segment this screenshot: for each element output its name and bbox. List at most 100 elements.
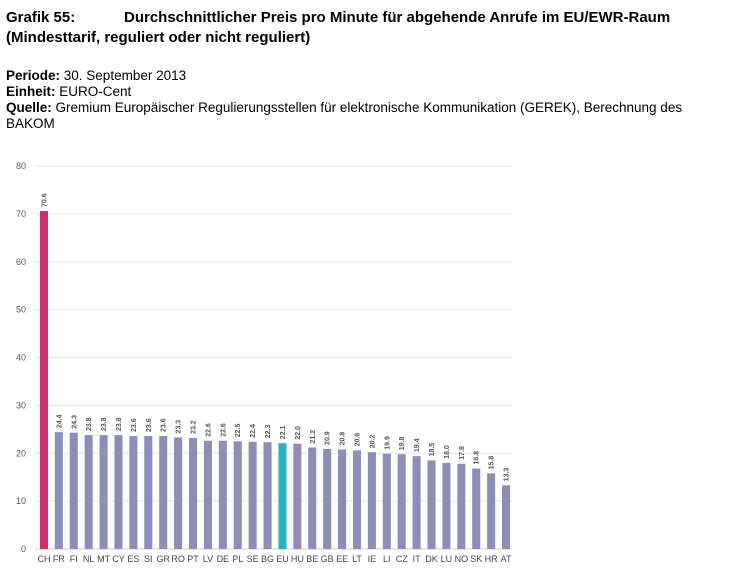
bar-si: [144, 436, 153, 549]
x-tick-label-pl: PL: [232, 554, 243, 564]
bar-ro: [174, 437, 183, 549]
y-tick-label: 0: [21, 544, 26, 554]
data-label-fr: 24.4: [56, 414, 63, 428]
data-label-se: 22.4: [250, 424, 257, 438]
source-row: Quelle: Gremium Europäischer Regulierung…: [6, 100, 724, 132]
x-tick-label-fr: FR: [53, 554, 65, 564]
bar-ie: [367, 452, 376, 549]
data-label-hu: 22.0: [295, 426, 302, 440]
data-label-si: 23.6: [146, 418, 153, 432]
data-label-es: 23.6: [131, 418, 138, 432]
data-label-pt: 23.2: [191, 420, 198, 434]
x-tick-label-nl: NL: [83, 554, 95, 564]
x-tick-label-eu: EU: [276, 554, 289, 564]
data-label-ee: 20.8: [340, 432, 347, 446]
chart-title-block: Grafik 55: Durchschnittlicher Preis pro M…: [6, 8, 724, 48]
period-label: Periode:: [6, 68, 61, 83]
y-tick-label: 80: [16, 161, 26, 171]
period-row: Periode: 30. September 2013: [6, 68, 724, 84]
data-label-gr: 23.6: [161, 418, 168, 432]
data-label-cy: 23.8: [116, 417, 123, 431]
x-tick-label-be: BE: [306, 554, 318, 564]
x-tick-label-es: ES: [127, 554, 139, 564]
data-label-ro: 23.3: [176, 420, 183, 434]
bar-pt: [188, 437, 198, 549]
bar-hr: [487, 473, 496, 549]
y-tick-label: 50: [16, 305, 26, 315]
data-label-bg: 22.3: [265, 425, 272, 439]
data-label-fi: 24.3: [71, 415, 78, 429]
bar-pl: [233, 441, 242, 549]
bar-ch: [39, 211, 48, 549]
bar-lv: [203, 440, 212, 549]
x-tick-label-de: DE: [217, 554, 230, 564]
y-tick-label: 30: [16, 400, 26, 410]
figure-subtitle: (Mindesttarif, reguliert oder nicht regu…: [6, 29, 311, 46]
y-tick-label: 70: [16, 209, 26, 219]
bar-cz: [397, 454, 406, 549]
bar-at: [502, 485, 511, 549]
data-label-eu: 22.1: [280, 425, 287, 439]
data-label-sk: 16.8: [474, 451, 481, 465]
data-label-it: 19.4: [414, 438, 421, 452]
x-tick-label-bg: BG: [261, 554, 274, 564]
x-tick-label-pt: PT: [187, 554, 199, 564]
y-tick-label: 40: [16, 353, 26, 363]
data-label-be: 21.2: [310, 430, 317, 444]
bar-it: [412, 456, 421, 549]
x-tick-label-at: AT: [501, 554, 512, 564]
bar-nl: [84, 435, 93, 549]
x-tick-label-cy: CY: [112, 554, 125, 564]
data-label-cz: 19.8: [399, 436, 406, 450]
y-tick-label: 60: [16, 257, 26, 267]
data-label-at: 13.3: [504, 468, 511, 482]
x-tick-label-cz: CZ: [396, 554, 408, 564]
unit-row: Einheit: EURO-Cent: [6, 84, 724, 100]
y-tick-label: 10: [16, 496, 26, 506]
data-label-lv: 22.6: [205, 423, 212, 437]
data-label-ie: 20.2: [369, 435, 376, 449]
bar-mt: [99, 435, 108, 549]
x-tick-label-sk: SK: [470, 554, 482, 564]
data-label-ch: 70.6: [41, 193, 48, 207]
unit-label: Einheit:: [6, 84, 56, 99]
x-tick-label-ro: RO: [171, 554, 185, 564]
x-tick-label-si: SI: [144, 554, 153, 564]
x-tick-label-gb: GB: [321, 554, 334, 564]
data-label-mt: 23.8: [101, 417, 108, 431]
x-tick-label-lt: LT: [352, 554, 362, 564]
period-value: 30. September 2013: [63, 68, 187, 83]
data-label-lu: 18.0: [444, 445, 451, 459]
bar-dk: [427, 460, 436, 549]
bar-bg: [263, 442, 272, 549]
bar-lu: [442, 462, 451, 549]
x-tick-label-lu: LU: [441, 554, 453, 564]
figure-title: Durchschnittlicher Preis pro Minute für …: [124, 9, 671, 26]
data-label-gb: 20.9: [325, 431, 332, 445]
data-label-nl: 23.8: [86, 417, 93, 431]
bar-gb: [323, 448, 332, 549]
x-tick-label-ee: EE: [336, 554, 348, 564]
bar-de: [218, 440, 227, 549]
x-tick-label-mt: MT: [97, 554, 110, 564]
bar-fr: [54, 432, 63, 549]
bar-eu: [278, 443, 287, 549]
x-tick-label-se: SE: [247, 554, 259, 564]
x-tick-label-ie: IE: [368, 554, 377, 564]
x-tick-label-gr: GR: [156, 554, 170, 564]
bar-ee: [338, 449, 347, 549]
data-label-de: 22.6: [220, 423, 227, 437]
data-label-dk: 18.5: [429, 443, 436, 457]
bar-be: [308, 447, 317, 549]
title-line-1: Grafik 55: Durchschnittlicher Preis pro M…: [6, 8, 724, 28]
bar-se: [248, 441, 257, 549]
metadata-block: Periode: 30. September 2013 Einheit: EUR…: [6, 68, 724, 132]
data-label-lt: 20.6: [354, 433, 361, 447]
figure-label: Grafik 55:: [6, 9, 76, 26]
x-tick-label-hr: HR: [485, 554, 498, 564]
data-label-no: 17.8: [459, 446, 466, 460]
source-label: Quelle:: [6, 100, 52, 115]
x-tick-label-no: NO: [455, 554, 469, 564]
data-label-li: 19.9: [384, 436, 391, 450]
bar-gr: [159, 436, 168, 549]
